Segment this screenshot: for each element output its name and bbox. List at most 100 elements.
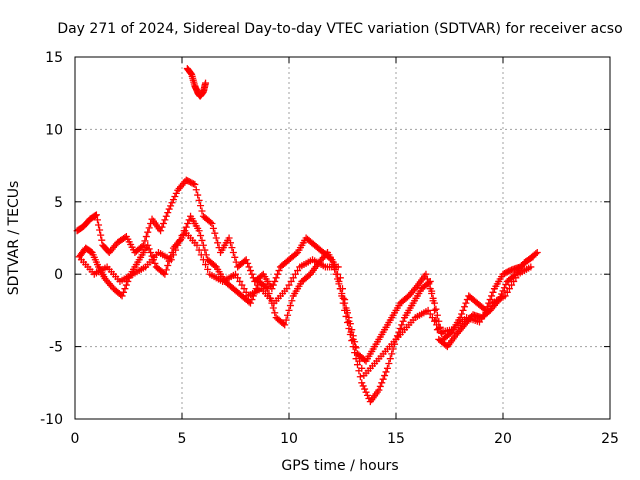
data-point	[292, 250, 300, 258]
data-point	[338, 292, 346, 300]
data-point	[431, 317, 439, 325]
data-point	[158, 223, 166, 231]
data-point	[335, 277, 343, 285]
data-point	[500, 284, 508, 292]
data-point	[285, 306, 293, 314]
data-point	[505, 285, 513, 293]
data-point	[294, 267, 302, 275]
y-tick-labels: -10 -5 0 5 10 15	[40, 50, 63, 428]
data-point	[359, 382, 367, 390]
data-point	[91, 212, 99, 220]
data-point	[432, 316, 440, 324]
data-point	[176, 236, 184, 244]
data-point	[347, 328, 355, 336]
data-point	[232, 270, 239, 278]
data-point	[189, 180, 197, 188]
data-point	[169, 196, 177, 204]
data-point	[339, 299, 347, 307]
data-point	[262, 283, 270, 291]
data-point	[486, 296, 494, 304]
data-point	[356, 373, 364, 381]
data-point	[162, 266, 170, 274]
data-point	[198, 236, 206, 244]
data-point	[429, 297, 437, 305]
y-axis-label: SDTVAR / TECUs	[6, 181, 22, 296]
y-tick-label: 15	[45, 50, 63, 66]
data-point	[236, 277, 244, 285]
data-point	[242, 256, 250, 264]
data-point	[533, 248, 541, 256]
data-point	[194, 191, 202, 199]
data-point	[199, 241, 207, 249]
data-point	[385, 359, 393, 367]
data-point	[275, 267, 283, 275]
data-point	[228, 244, 236, 252]
data-point	[501, 292, 509, 300]
data-point	[212, 234, 220, 242]
data-point	[195, 227, 203, 235]
data-point	[336, 274, 344, 282]
data-point	[528, 254, 536, 262]
data-point	[147, 248, 155, 256]
x-axis-label: GPS time / hours	[281, 458, 398, 474]
data-point	[460, 303, 468, 311]
data-point	[382, 368, 390, 376]
data-point	[432, 305, 440, 313]
data-point	[339, 285, 346, 293]
chart-title: Day 271 of 2024, Sidereal Day-to-day VTE…	[57, 21, 622, 37]
x-tick-labels: 0 5 10 15 20 25	[71, 431, 619, 447]
data-point	[283, 285, 291, 293]
data-point	[195, 246, 203, 254]
data-point	[489, 288, 497, 296]
data-point	[358, 379, 366, 387]
data-point	[182, 223, 190, 231]
data-point	[167, 256, 175, 264]
data-point	[363, 391, 371, 399]
data-point	[381, 372, 389, 380]
data-point	[165, 205, 173, 213]
data-point	[353, 361, 361, 369]
data-point	[191, 180, 199, 188]
data-point	[120, 288, 128, 296]
data-point	[248, 296, 256, 304]
data-point	[199, 256, 207, 264]
data-point	[351, 343, 359, 351]
data-point	[274, 270, 282, 278]
data-points	[73, 65, 541, 406]
data-point	[118, 292, 126, 300]
data-point	[379, 375, 387, 383]
data-point	[388, 350, 396, 358]
data-point	[164, 262, 172, 270]
data-point	[356, 357, 364, 365]
data-point	[174, 241, 182, 249]
data-point	[288, 297, 296, 305]
data-point	[159, 220, 167, 228]
data-point	[431, 306, 439, 314]
data-point	[435, 325, 443, 332]
data-point	[93, 216, 101, 224]
data-point	[227, 239, 235, 247]
data-point	[234, 274, 242, 282]
data-point	[362, 388, 370, 396]
data-point	[240, 285, 248, 293]
data-point	[124, 277, 132, 285]
data-point	[157, 227, 165, 235]
data-point	[375, 386, 383, 394]
data-point	[141, 237, 149, 245]
data-point	[246, 267, 254, 275]
x-tick-label: 20	[494, 431, 512, 447]
data-point	[512, 274, 520, 282]
data-point	[96, 226, 104, 234]
data-point	[208, 220, 216, 228]
data-point	[334, 270, 342, 278]
data-point	[202, 79, 210, 87]
data-point	[184, 220, 192, 228]
plot-frame	[74, 56, 611, 420]
data-point	[527, 263, 535, 271]
y-tick-label: 0	[54, 267, 63, 283]
data-point	[287, 277, 295, 285]
data-point	[178, 232, 186, 240]
data-point	[172, 189, 180, 197]
data-point	[345, 325, 353, 332]
